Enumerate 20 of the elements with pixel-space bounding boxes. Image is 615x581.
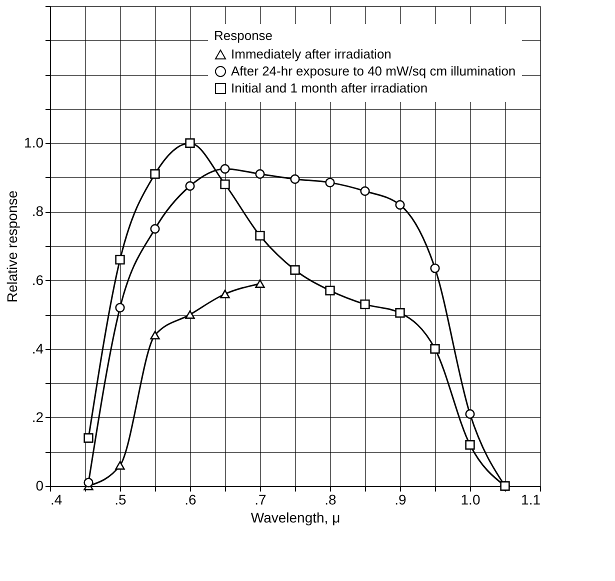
x-tick-label: 1.1: [521, 492, 541, 508]
y-tick-label: .8: [32, 203, 44, 220]
x-axis-title: Wavelength, μ: [250, 510, 340, 526]
x-tick-label: .9: [394, 492, 407, 508]
legend-label: Initial and 1 month after irradiation: [231, 80, 428, 96]
x-tick-label: .6: [184, 492, 197, 508]
y-tick-label: 1.0: [24, 134, 44, 151]
y-axis-title: Relative response: [4, 190, 20, 303]
y-tick-label: .4: [32, 340, 44, 356]
x-tick-label: .7: [254, 492, 267, 508]
y-tick-label: 0: [36, 478, 44, 494]
legend-label: Immediately after irradiation: [231, 46, 392, 62]
x-tick-label: .8: [324, 492, 337, 508]
legend-title: Response: [214, 28, 273, 43]
x-tick-label: .4: [50, 492, 62, 508]
y-tick-label: .2: [32, 408, 44, 425]
x-tick-label: .5: [114, 492, 127, 508]
legend-label: After 24-hr exposure to 40 mW/sq cm illumination: [231, 64, 516, 78]
x-tick-label: 1.0: [460, 492, 480, 508]
y-tick-label: .6: [32, 272, 44, 288]
